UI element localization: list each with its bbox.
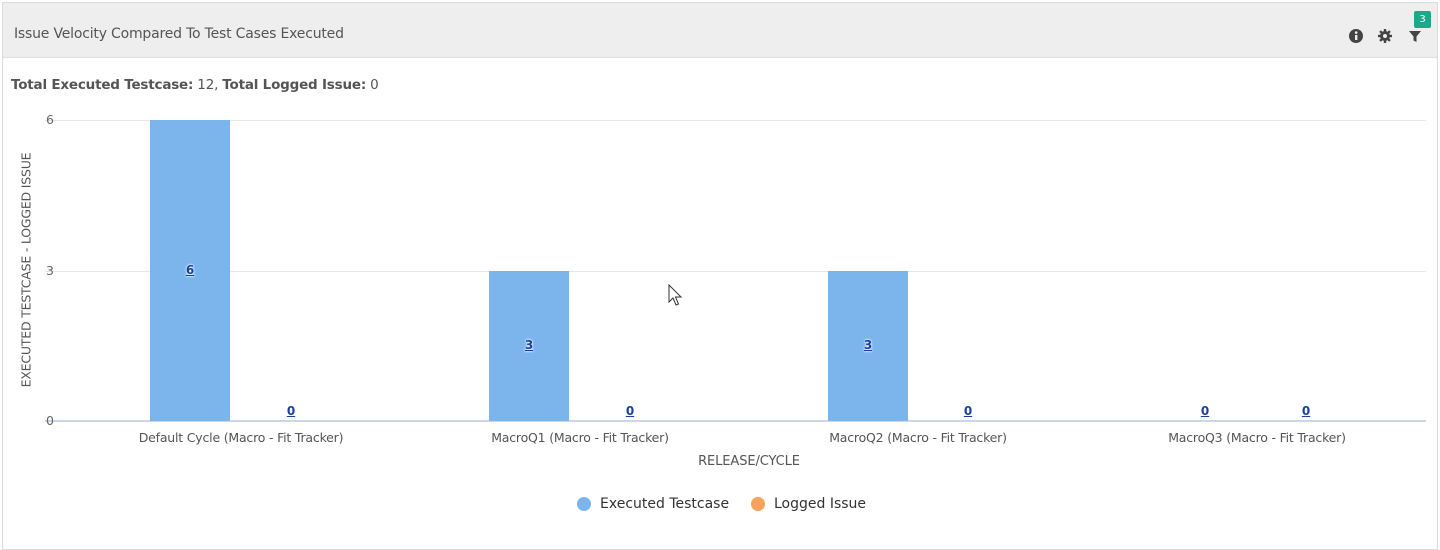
logged-total-label: Total Logged Issue:: [222, 77, 367, 93]
data-label-logged-macroq1[interactable]: 0: [625, 404, 635, 418]
info-icon[interactable]: [1348, 28, 1364, 44]
x-tick-macroq1: MacroQ1 (Macro - Fit Tracker): [491, 430, 669, 445]
filter-icon[interactable]: [1407, 28, 1423, 44]
y-axis-title: EXECUTED TESTCASE - LOGGED ISSUE: [18, 152, 34, 388]
data-label-executed-default-cycle[interactable]: 6: [185, 263, 195, 277]
executed-total-value: 12: [193, 77, 215, 93]
mouse-pointer-icon: [668, 284, 683, 306]
widget-title: Issue Velocity Compared To Test Cases Ex…: [14, 26, 344, 42]
y-tick-3: 3: [46, 263, 54, 278]
executed-total-label: Total Executed Testcase:: [11, 77, 194, 93]
logged-total-value: 0: [366, 77, 379, 93]
gridline-3: [45, 271, 1426, 272]
data-label-logged-macroq3[interactable]: 0: [1301, 404, 1311, 418]
legend-label-logged: Logged Issue: [774, 496, 867, 512]
data-label-logged-default-cycle[interactable]: 0: [286, 404, 296, 418]
x-axis-line: [45, 420, 1426, 422]
legend-dot-blue-icon: [577, 497, 591, 511]
data-label-executed-macroq2[interactable]: 3: [863, 338, 873, 352]
bar-executed-macroq2[interactable]: [828, 271, 908, 421]
x-axis-title: RELEASE/CYCLE: [698, 454, 800, 469]
gear-icon[interactable]: [1377, 28, 1393, 44]
data-label-executed-macroq3[interactable]: 0: [1200, 404, 1210, 418]
filter-count-badge: 3: [1414, 11, 1431, 28]
data-label-logged-macroq2[interactable]: 0: [963, 404, 973, 418]
legend-dot-orange-icon: [751, 497, 765, 511]
legend-item-logged-issue[interactable]: Logged Issue: [751, 496, 866, 512]
y-tick-6: 6: [46, 112, 54, 127]
y-tick-0: 0: [46, 413, 54, 428]
bar-executed-macroq1[interactable]: [489, 271, 569, 421]
gridline-6: [45, 120, 1426, 121]
legend-label-executed: Executed Testcase: [600, 496, 730, 512]
legend-item-executed-testcase[interactable]: Executed Testcase: [577, 496, 729, 512]
summary-separator: ,: [214, 77, 223, 93]
x-tick-macroq2: MacroQ2 (Macro - Fit Tracker): [829, 430, 1007, 445]
bar-executed-default-cycle[interactable]: [150, 120, 230, 421]
x-tick-macroq3: MacroQ3 (Macro - Fit Tracker): [1168, 430, 1346, 445]
totals-summary: Total Executed Testcase: 12, Total Logge…: [11, 77, 379, 93]
x-tick-default-cycle: Default Cycle (Macro - Fit Tracker): [138, 430, 344, 445]
data-label-executed-macroq1[interactable]: 3: [524, 338, 534, 352]
widget-header: Issue Velocity Compared To Test Cases Ex…: [3, 3, 1437, 58]
